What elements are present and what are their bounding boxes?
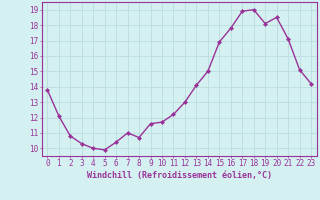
X-axis label: Windchill (Refroidissement éolien,°C): Windchill (Refroidissement éolien,°C) xyxy=(87,171,272,180)
